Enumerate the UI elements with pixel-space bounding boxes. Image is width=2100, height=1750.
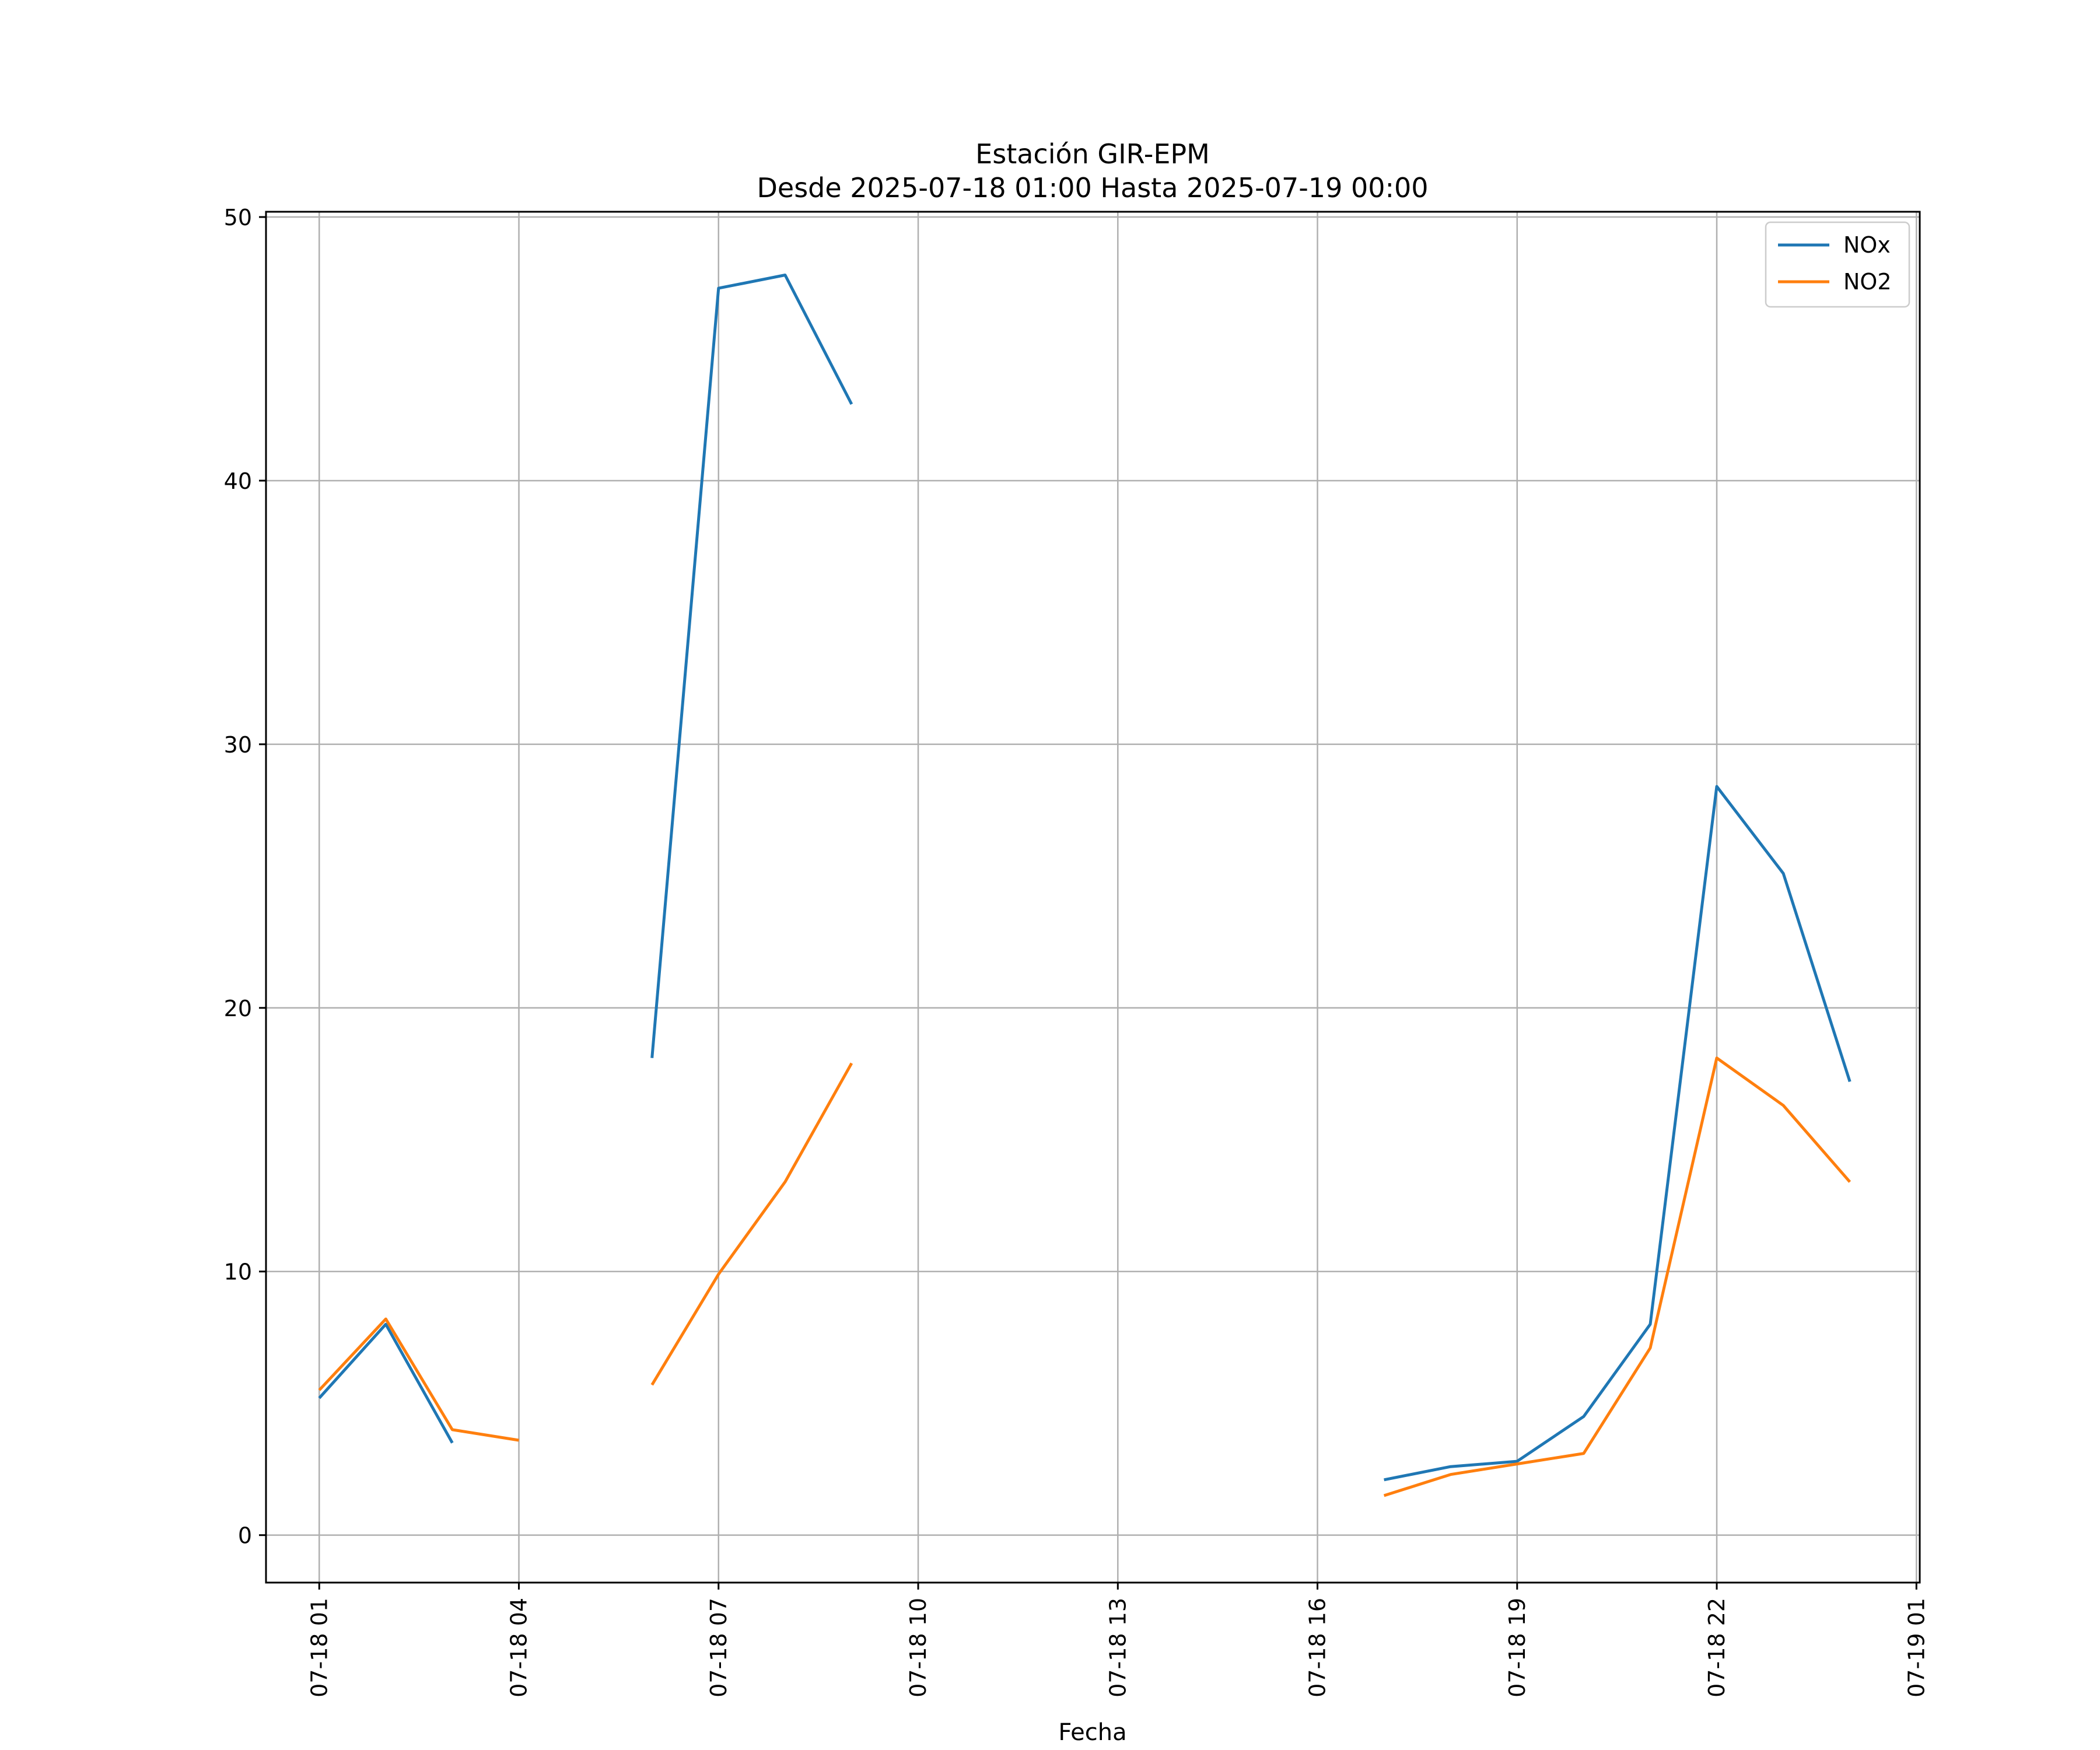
y-tick-label: 10 — [224, 1259, 252, 1285]
y-tick-label: 30 — [224, 732, 252, 758]
series-line-no2 — [1383, 1056, 1852, 1497]
y-tick-label: 20 — [224, 996, 252, 1021]
y-tick-label: 50 — [224, 205, 252, 230]
x-tick-label: 07-18 07 — [706, 1598, 732, 1698]
legend-label-no2: NO2 — [1843, 269, 1892, 295]
x-tick-label: 07-18 04 — [506, 1598, 532, 1698]
legend: NOx NO2 — [1765, 221, 1910, 308]
x-tick-label: 07-18 19 — [1504, 1598, 1530, 1698]
chart-subtitle: Desde 2025-07-18 01:00 Hasta 2025-07-19 … — [757, 172, 1428, 204]
y-tick-label: 0 — [238, 1523, 252, 1549]
plot-frame — [265, 211, 1921, 1584]
x-axis-label: Fecha — [1058, 1719, 1126, 1746]
grid — [266, 212, 1920, 1583]
legend-box — [1765, 221, 1910, 308]
series-line-nox — [318, 1322, 454, 1444]
y-tick-label: 40 — [224, 468, 252, 494]
legend-label-nox: NOx — [1843, 232, 1891, 258]
series-line-no2 — [650, 1062, 853, 1386]
chart-title: Estación GIR-EPM — [975, 138, 1210, 170]
x-tick-label: 07-18 01 — [306, 1598, 332, 1698]
series-line-nox — [650, 274, 853, 1058]
x-tick-label: 07-18 13 — [1105, 1598, 1130, 1698]
x-tick-label: 07-18 22 — [1704, 1598, 1730, 1698]
series-lines — [318, 274, 1852, 1497]
axis-ticks: 07-18 01 07-18 04 07-18 07 07-18 10 07-18 13… — [224, 205, 1930, 1698]
x-tick-label: 07-19 01 — [1903, 1598, 1929, 1698]
x-tick-label: 07-18 16 — [1305, 1598, 1331, 1698]
series-line-no2 — [318, 1317, 519, 1442]
series-line-nox — [1384, 785, 1852, 1482]
x-tick-label: 07-18 10 — [905, 1598, 931, 1698]
